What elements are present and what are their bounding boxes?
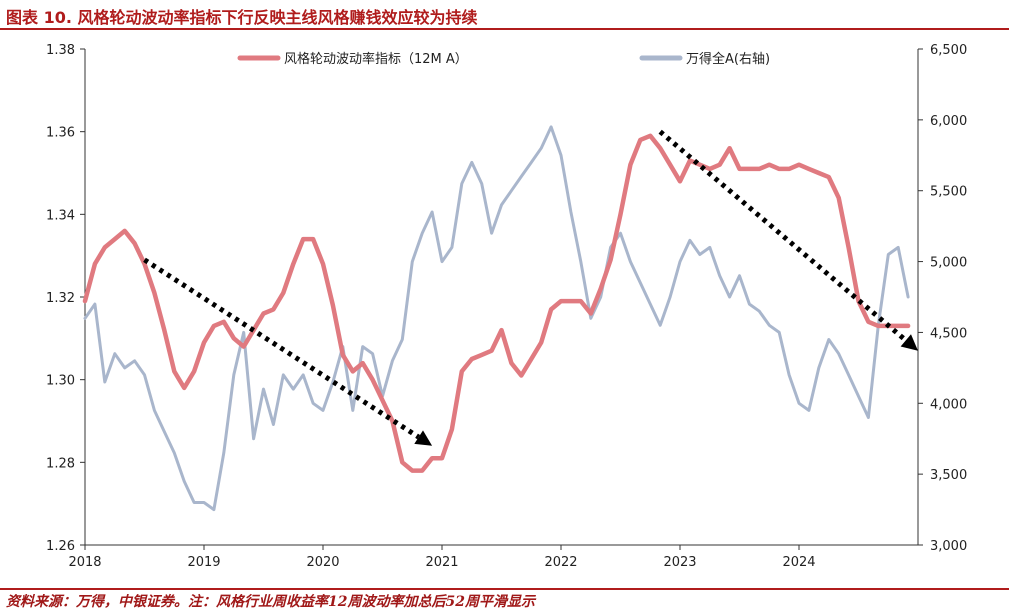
legend-label: 风格轮动波动率指标（12M A） <box>284 51 468 67</box>
title-divider <box>0 28 1009 30</box>
left-tick-label: 1.30 <box>46 374 75 389</box>
series-line-style-volatility <box>82 133 911 473</box>
series-line-wind-all-a <box>83 125 910 512</box>
trend-arrow-line <box>658 129 908 343</box>
chart-title: 图表 10. 风格轮动波动率指标下行反映主线风格赚钱效应较为持续 <box>6 8 478 27</box>
right-tick-label: 5,000 <box>930 256 967 271</box>
x-tick-label: 2021 <box>425 555 458 570</box>
source-note: 资料来源：万得，中银证券。注：风格行业周收益率12周波动率加总后52周平滑显示 <box>6 594 535 610</box>
left-tick-label: 1.26 <box>46 539 75 554</box>
legend-label: 万得全A(右轴) <box>686 51 770 67</box>
right-tick-label: 3,000 <box>930 539 967 554</box>
x-tick-label: 2023 <box>663 555 696 570</box>
right-tick-label: 6,500 <box>930 43 967 58</box>
trend-arrow-line <box>143 257 421 440</box>
right-tick-label: 5,500 <box>930 185 967 200</box>
right-tick-label: 4,500 <box>930 326 967 341</box>
left-tick-label: 1.34 <box>46 208 75 223</box>
trend-arrow-head <box>414 430 433 446</box>
right-tick-label: 6,000 <box>930 114 967 129</box>
right-tick-label: 3,500 <box>930 468 967 483</box>
footer-divider <box>0 588 1009 590</box>
left-tick-label: 1.32 <box>46 291 75 306</box>
left-tick-label: 1.28 <box>46 456 75 471</box>
right-tick-label: 4,000 <box>930 397 967 412</box>
x-tick-label: 2024 <box>782 555 815 570</box>
x-tick-label: 2018 <box>68 555 101 570</box>
left-tick-label: 1.38 <box>46 43 75 58</box>
x-tick-label: 2019 <box>187 555 220 570</box>
trend-arrow-head <box>900 334 918 351</box>
x-tick-label: 2022 <box>544 555 577 570</box>
x-tick-label: 2020 <box>306 555 339 570</box>
left-tick-label: 1.36 <box>46 126 75 141</box>
